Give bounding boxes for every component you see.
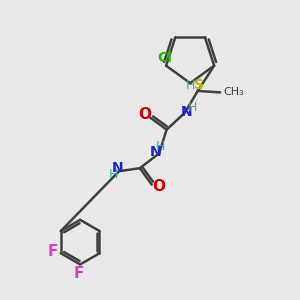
Text: H: H	[108, 168, 118, 181]
Text: O: O	[152, 179, 165, 194]
Text: S: S	[194, 78, 204, 92]
Text: H: H	[188, 101, 197, 114]
Text: CH₃: CH₃	[223, 87, 244, 98]
Text: F: F	[47, 244, 58, 259]
Text: O: O	[138, 106, 152, 122]
Text: Cl: Cl	[157, 51, 172, 65]
Text: F: F	[74, 266, 84, 281]
Text: N: N	[181, 105, 193, 119]
Text: H: H	[156, 140, 165, 153]
Text: N: N	[150, 145, 161, 159]
Text: H: H	[186, 79, 195, 92]
Text: N: N	[112, 161, 123, 175]
